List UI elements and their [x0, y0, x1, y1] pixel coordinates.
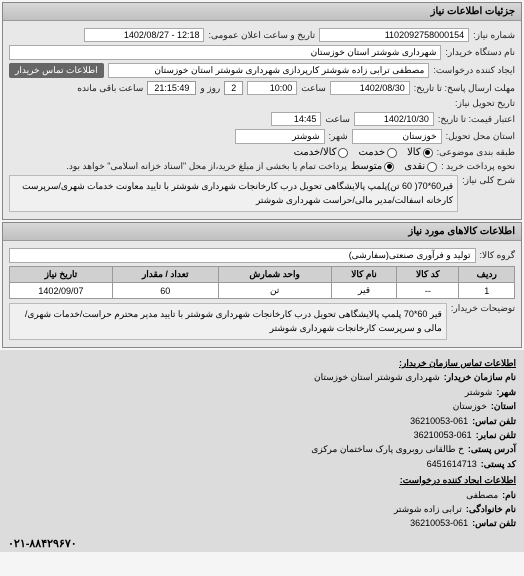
deliver-label: تاریخ تحویل نیاز:: [455, 98, 515, 109]
pack-label: طبقه بندی موضوعی:: [437, 147, 515, 158]
pubdate-value: 12:18 - 1402/08/27: [84, 28, 204, 42]
expire-time: 14:45: [271, 112, 321, 126]
expire-time-label: ساعت: [325, 114, 350, 125]
pay-note: پرداخت تمام یا بخشی از مبلغ خرید،از محل …: [66, 161, 346, 172]
place-prov: خوزستان: [352, 129, 442, 144]
col-1: کد کالا: [397, 267, 459, 283]
buyer-value: شهرداری شوشتر استان خوزستان: [9, 45, 441, 60]
pay-label: نحوه پرداخت خرید :: [441, 161, 515, 172]
pubdate-label: تاریخ و ساعت اعلان عمومی:: [208, 30, 315, 41]
pay-radio-group: نقدی متوسط: [351, 161, 437, 172]
remaining-tail: ساعت باقی مانده: [77, 83, 143, 94]
buyer-note-value: قیر 60*70 پلمپ پالایشگاهی تحویل درب کارخ…: [9, 303, 447, 340]
deadline-send-date: 1402/08/30: [330, 81, 410, 95]
pack-opt-0[interactable]: کالا: [407, 147, 433, 158]
buyer-contact-hd: اطلاعات تماس سازمان خریدار:: [8, 356, 516, 370]
expire-label: اعتبار قیمت: تا تاریخ:: [438, 114, 515, 125]
col-0: ردیف: [459, 267, 515, 283]
requester-label: ایجاد کننده درخواست:: [433, 65, 515, 76]
col-2: نام کالا: [331, 267, 397, 283]
desc-label: شرح کلی نیاز:: [462, 175, 515, 186]
place-label: استان محل تحویل:: [446, 131, 515, 142]
col-3: واحد شمارش: [218, 267, 331, 283]
col-5: تاریخ نیاز: [10, 267, 113, 283]
remaining-timer: 2 روز و 21:15:49 ساعت باقی مانده: [77, 81, 243, 95]
buyer-contact-block: اطلاعات تماس سازمان خریدار: نام سازمان خ…: [0, 350, 524, 535]
deadline-send-time-label: ساعت: [301, 83, 326, 94]
number-label: شماره نیاز:: [473, 30, 515, 41]
requester-value: مصطفی ترابی زاده شوشتر کارپردازی شهرداری…: [108, 63, 430, 78]
radio-icon: [384, 162, 394, 172]
radio-icon: [338, 148, 348, 158]
footer-tel: ۰۲۱-۸۸۴۲۹۶۷۰: [0, 535, 524, 552]
radio-icon: [427, 162, 437, 172]
goods-table: ردیف کد کالا نام کالا واحد شمارش تعداد /…: [9, 266, 515, 299]
buyer-label: نام دستگاه خریدار:: [445, 47, 515, 58]
group-label: گروه کالا:: [480, 250, 515, 261]
remaining-days: 2: [224, 81, 243, 95]
deadline-send-label: مهلت ارسال پاسخ: تا تاریخ:: [414, 83, 515, 94]
radio-icon: [423, 148, 433, 158]
goods-panel: اطلاعات کالاهای مورد نیاز گروه کالا: تول…: [2, 222, 522, 348]
pack-opt-1[interactable]: خدمت: [358, 147, 397, 158]
remaining-days-label: روز و: [200, 83, 220, 94]
buyer-contact-link[interactable]: اطلاعات تماس خریدار: [9, 63, 104, 78]
table-row: 1 -- قیر تن 60 1402/09/07: [10, 283, 515, 299]
remaining-time: 21:15:49: [147, 81, 196, 95]
number-value: 1102092758000154: [319, 28, 469, 42]
creator-contact-hd: اطلاعات ایجاد کننده درخواست:: [8, 473, 516, 487]
col-4: تعداد / مقدار: [112, 267, 218, 283]
pay-opt-0[interactable]: نقدی: [404, 161, 437, 172]
deadline-send-time: 10:00: [247, 81, 297, 95]
group-value: تولید و فرآوری صنعتی(سفارشی): [9, 248, 476, 263]
need-info-panel: جزئیات اطلاعات نیاز شماره نیاز: 11020927…: [2, 2, 522, 220]
expire-date: 1402/10/30: [354, 112, 434, 126]
goods-title: اطلاعات کالاهای مورد نیاز: [3, 223, 521, 241]
desc-value: قیر60*70( 60 تن)پلمپ پالایشگاهی تحویل در…: [9, 175, 458, 212]
pay-opt-1[interactable]: متوسط: [351, 161, 394, 172]
pack-opt-2[interactable]: کالا/خدمت: [294, 147, 349, 158]
place-city-label: شهر:: [329, 131, 348, 142]
pack-radio-group: کالا خدمت کالا/خدمت: [294, 147, 433, 158]
need-info-title: جزئیات اطلاعات نیاز: [3, 3, 521, 21]
buyer-note-label: توضیحات خریدار:: [451, 303, 515, 314]
place-city: شوشتر: [235, 129, 325, 144]
radio-icon: [387, 148, 397, 158]
table-header-row: ردیف کد کالا نام کالا واحد شمارش تعداد /…: [10, 267, 515, 283]
